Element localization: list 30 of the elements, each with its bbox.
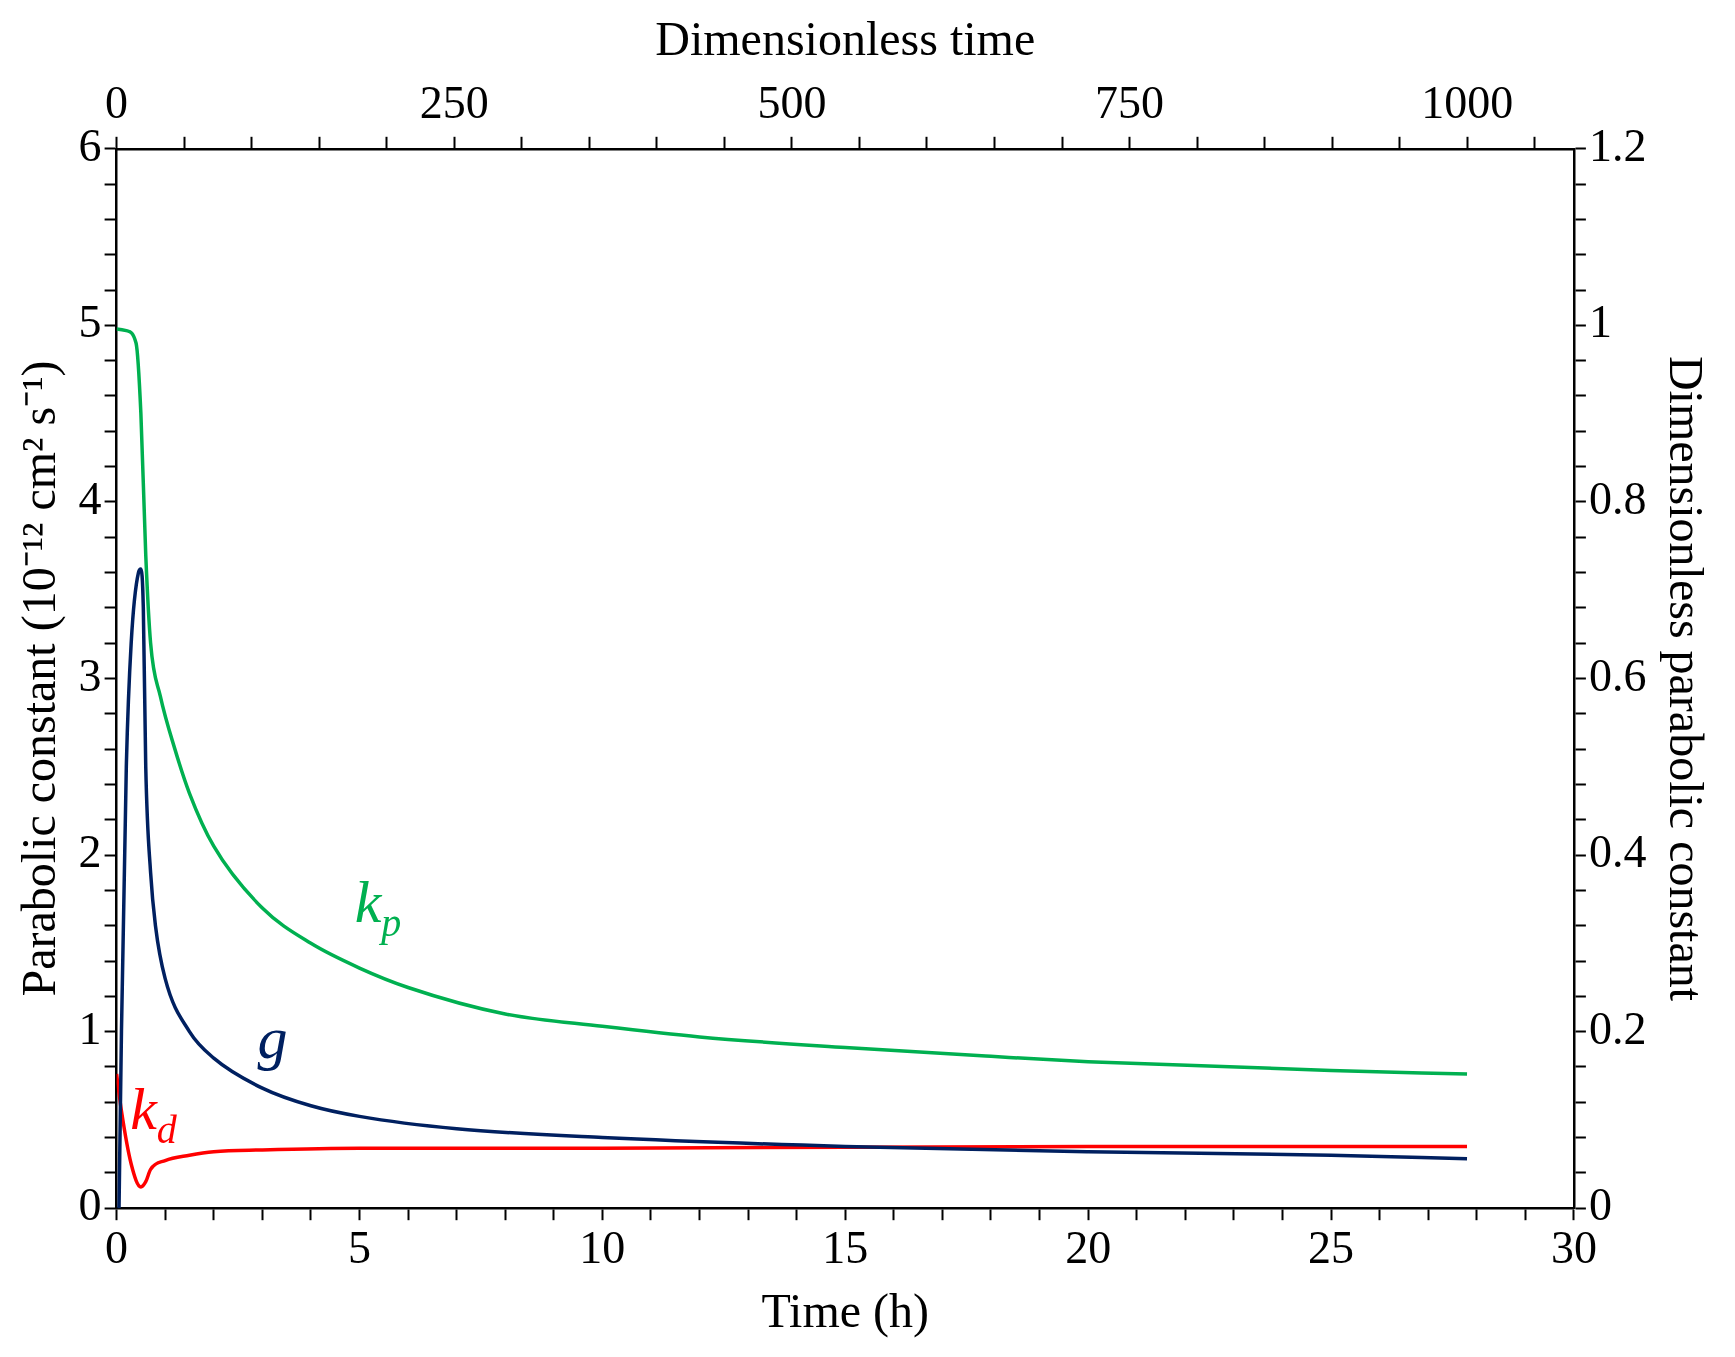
y2-tick-label: 0.2 — [1588, 1002, 1647, 1054]
y-tick-label: 4 — [78, 473, 102, 525]
y2-axis-title: Dimensionless parabolic constant — [1659, 355, 1713, 1002]
y-axis-title: Parabolic constant (10⁻¹² cm² s⁻¹) — [12, 360, 67, 997]
y-tick-label: 1 — [78, 1002, 102, 1054]
y2-tick-label: 1.2 — [1588, 119, 1647, 171]
y-tick-label: 2 — [78, 826, 102, 878]
y-tick-label: 0 — [78, 1179, 102, 1231]
x-axis-title: Time (h) — [761, 1283, 930, 1338]
x2-axis-title: Dimensionless time — [655, 12, 1036, 66]
x-tick-label: 10 — [579, 1221, 626, 1273]
y2-tick-label: 0.8 — [1588, 473, 1647, 525]
x-tick-label: 15 — [822, 1221, 869, 1273]
line-series — [116, 1072, 1469, 1189]
y-tick-label: 3 — [78, 649, 102, 701]
y-tick-label: 5 — [78, 296, 102, 348]
y2-tick-label: 0.4 — [1588, 826, 1647, 878]
x2-tick-label: 1000 — [1421, 77, 1514, 129]
x-tick-label: 25 — [1308, 1221, 1355, 1273]
line-series — [116, 327, 1469, 1076]
x-tick-label: 20 — [1065, 1221, 1112, 1273]
x-tick-label: 5 — [347, 1221, 371, 1273]
y2-tick-label: 1 — [1588, 296, 1612, 348]
x2-tick-label: 750 — [1095, 77, 1165, 129]
y-tick-label: 6 — [78, 119, 102, 171]
series-label: g — [257, 1005, 288, 1072]
x2-tick-label: 500 — [757, 77, 827, 129]
line-series — [117, 567, 1469, 1209]
y2-tick-label: 0.6 — [1588, 649, 1647, 701]
x2-tick-label: 250 — [419, 77, 489, 129]
